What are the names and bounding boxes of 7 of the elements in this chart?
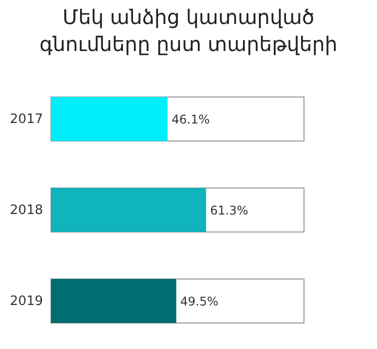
y-tick-label: 2017 [10,112,43,128]
y-tick-label: 2019 [10,294,43,310]
chart-title: Մեկ անձից կատարված գնումները ըստ տարեթվերի [38,4,338,58]
data-label: 49.5% [180,294,218,308]
data-label: 61.3% [210,203,248,218]
y-tick-label: 2018 [10,203,43,218]
data-label: 46.1% [172,112,210,126]
